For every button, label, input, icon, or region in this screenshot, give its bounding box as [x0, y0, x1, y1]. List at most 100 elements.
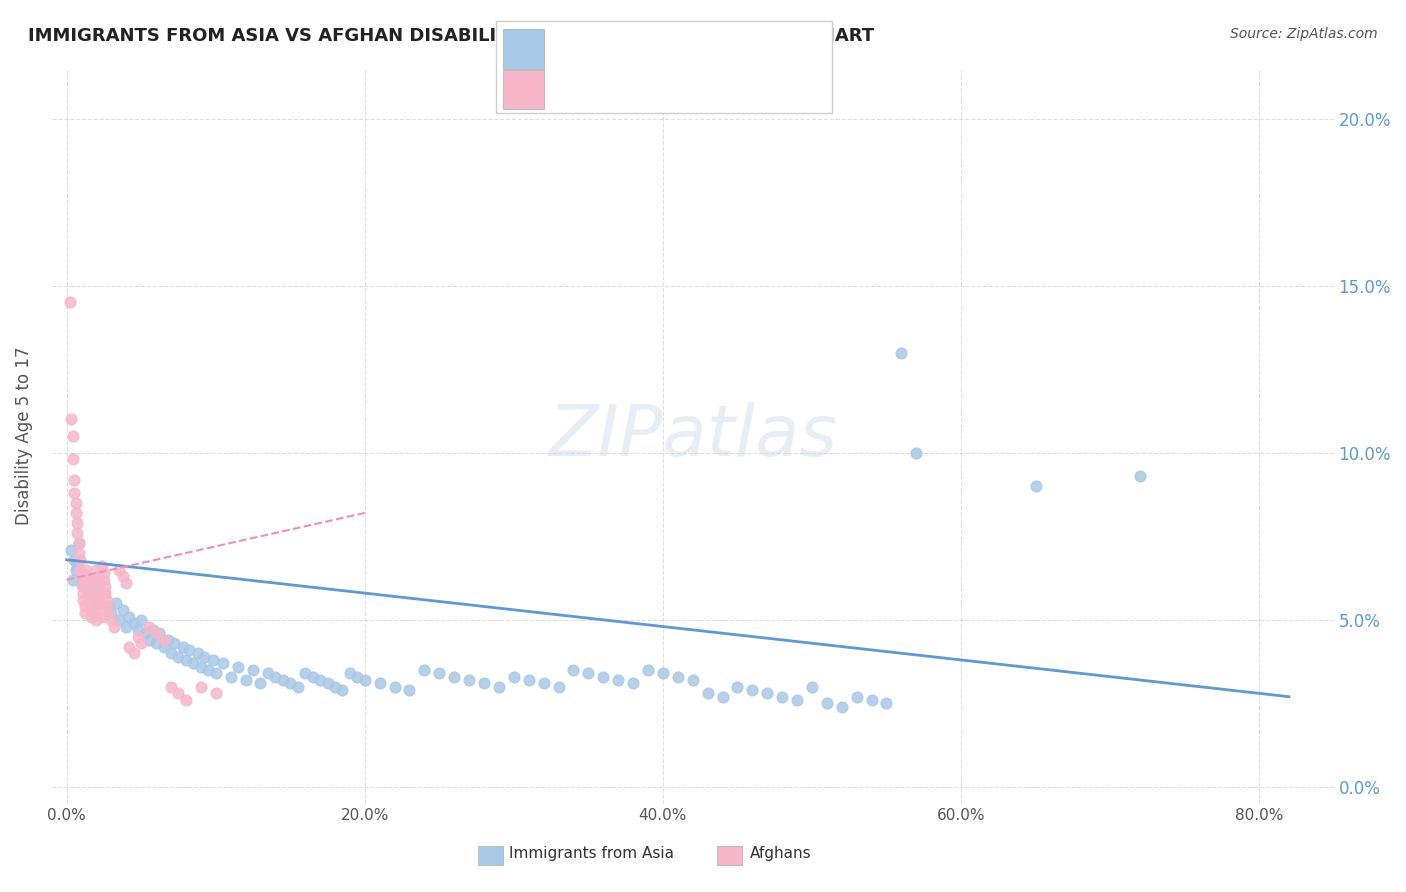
Point [875, 697, 897, 711]
Point [651, 666, 673, 681]
Point [87, 569, 110, 583]
Point [301, 670, 323, 684]
Point [66, 516, 89, 530]
Point [323, 680, 346, 694]
Point [309, 673, 332, 687]
Text: ZIPatlas: ZIPatlas [548, 401, 837, 471]
Point [197, 663, 219, 677]
Point [72, 592, 94, 607]
Text: Afghans: Afghans [749, 847, 811, 861]
Point [666, 670, 689, 684]
Point [122, 616, 145, 631]
Point [63, 552, 86, 566]
Point [70, 579, 93, 593]
Point [271, 673, 294, 687]
Point [562, 663, 585, 677]
Text: Immigrants from Asia: Immigrants from Asia [509, 847, 673, 861]
Point [94, 586, 117, 600]
Point [86, 613, 108, 627]
Text: IMMIGRANTS FROM ASIA VS AFGHAN DISABILITY AGE 5 TO 17 CORRELATION CHART: IMMIGRANTS FROM ASIA VS AFGHAN DISABILIT… [28, 27, 875, 45]
Point [174, 693, 197, 707]
Point [91, 559, 114, 574]
Point [79, 609, 101, 624]
Point [413, 663, 436, 677]
Point [183, 657, 205, 671]
Point [127, 630, 149, 644]
Point [63, 486, 86, 500]
Point [167, 686, 190, 700]
Point [112, 569, 135, 583]
Point [104, 596, 127, 610]
Point [62, 573, 84, 587]
Point [94, 579, 117, 593]
Point [67, 536, 90, 550]
Point [69, 552, 91, 566]
Text: R =  0.103   N =  68: R = 0.103 N = 68 [548, 71, 748, 89]
Point [93, 573, 115, 587]
Point [80, 579, 103, 593]
Point [696, 686, 718, 700]
Text: R = -0.369   N = 102: R = -0.369 N = 102 [548, 31, 748, 49]
Point [905, 446, 928, 460]
Point [70, 569, 93, 583]
Point [87, 576, 110, 591]
Point [177, 643, 200, 657]
Point [187, 646, 209, 660]
Point [90, 596, 112, 610]
Point [118, 640, 141, 654]
Point [257, 666, 280, 681]
Point [264, 670, 287, 684]
Point [67, 546, 90, 560]
Point [60, 412, 83, 426]
Point [97, 599, 120, 614]
Point [135, 626, 157, 640]
Point [112, 603, 135, 617]
Point [76, 576, 98, 591]
Point [89, 596, 111, 610]
Point [384, 680, 406, 694]
Point [770, 690, 793, 704]
Point [212, 657, 235, 671]
Point [86, 590, 108, 604]
Point [63, 473, 86, 487]
Point [118, 609, 141, 624]
Point [84, 606, 107, 620]
Point [287, 680, 309, 694]
Point [368, 676, 391, 690]
Point [69, 563, 91, 577]
Point [621, 676, 644, 690]
Point [86, 563, 108, 577]
Point [167, 649, 190, 664]
Point [502, 670, 524, 684]
Point [115, 576, 138, 591]
Point [163, 636, 186, 650]
Point [76, 582, 98, 597]
Point [725, 680, 748, 694]
Point [89, 582, 111, 597]
Point [65, 506, 87, 520]
Point [84, 599, 107, 614]
Point [138, 632, 160, 647]
Point [815, 697, 838, 711]
Point [60, 542, 83, 557]
Point [62, 429, 84, 443]
Point [100, 606, 122, 620]
Point [142, 623, 165, 637]
Point [316, 676, 339, 690]
Point [73, 599, 96, 614]
Point [82, 586, 104, 600]
Point [93, 586, 115, 600]
Point [160, 680, 183, 694]
Point [190, 659, 212, 673]
Point [65, 563, 87, 577]
Point [79, 603, 101, 617]
Point [70, 576, 93, 591]
Point [204, 686, 226, 700]
Point [533, 676, 555, 690]
Point [77, 586, 100, 600]
Point [845, 690, 868, 704]
Point [398, 683, 420, 698]
Point [77, 596, 100, 610]
Point [576, 666, 599, 681]
Point [756, 686, 779, 700]
